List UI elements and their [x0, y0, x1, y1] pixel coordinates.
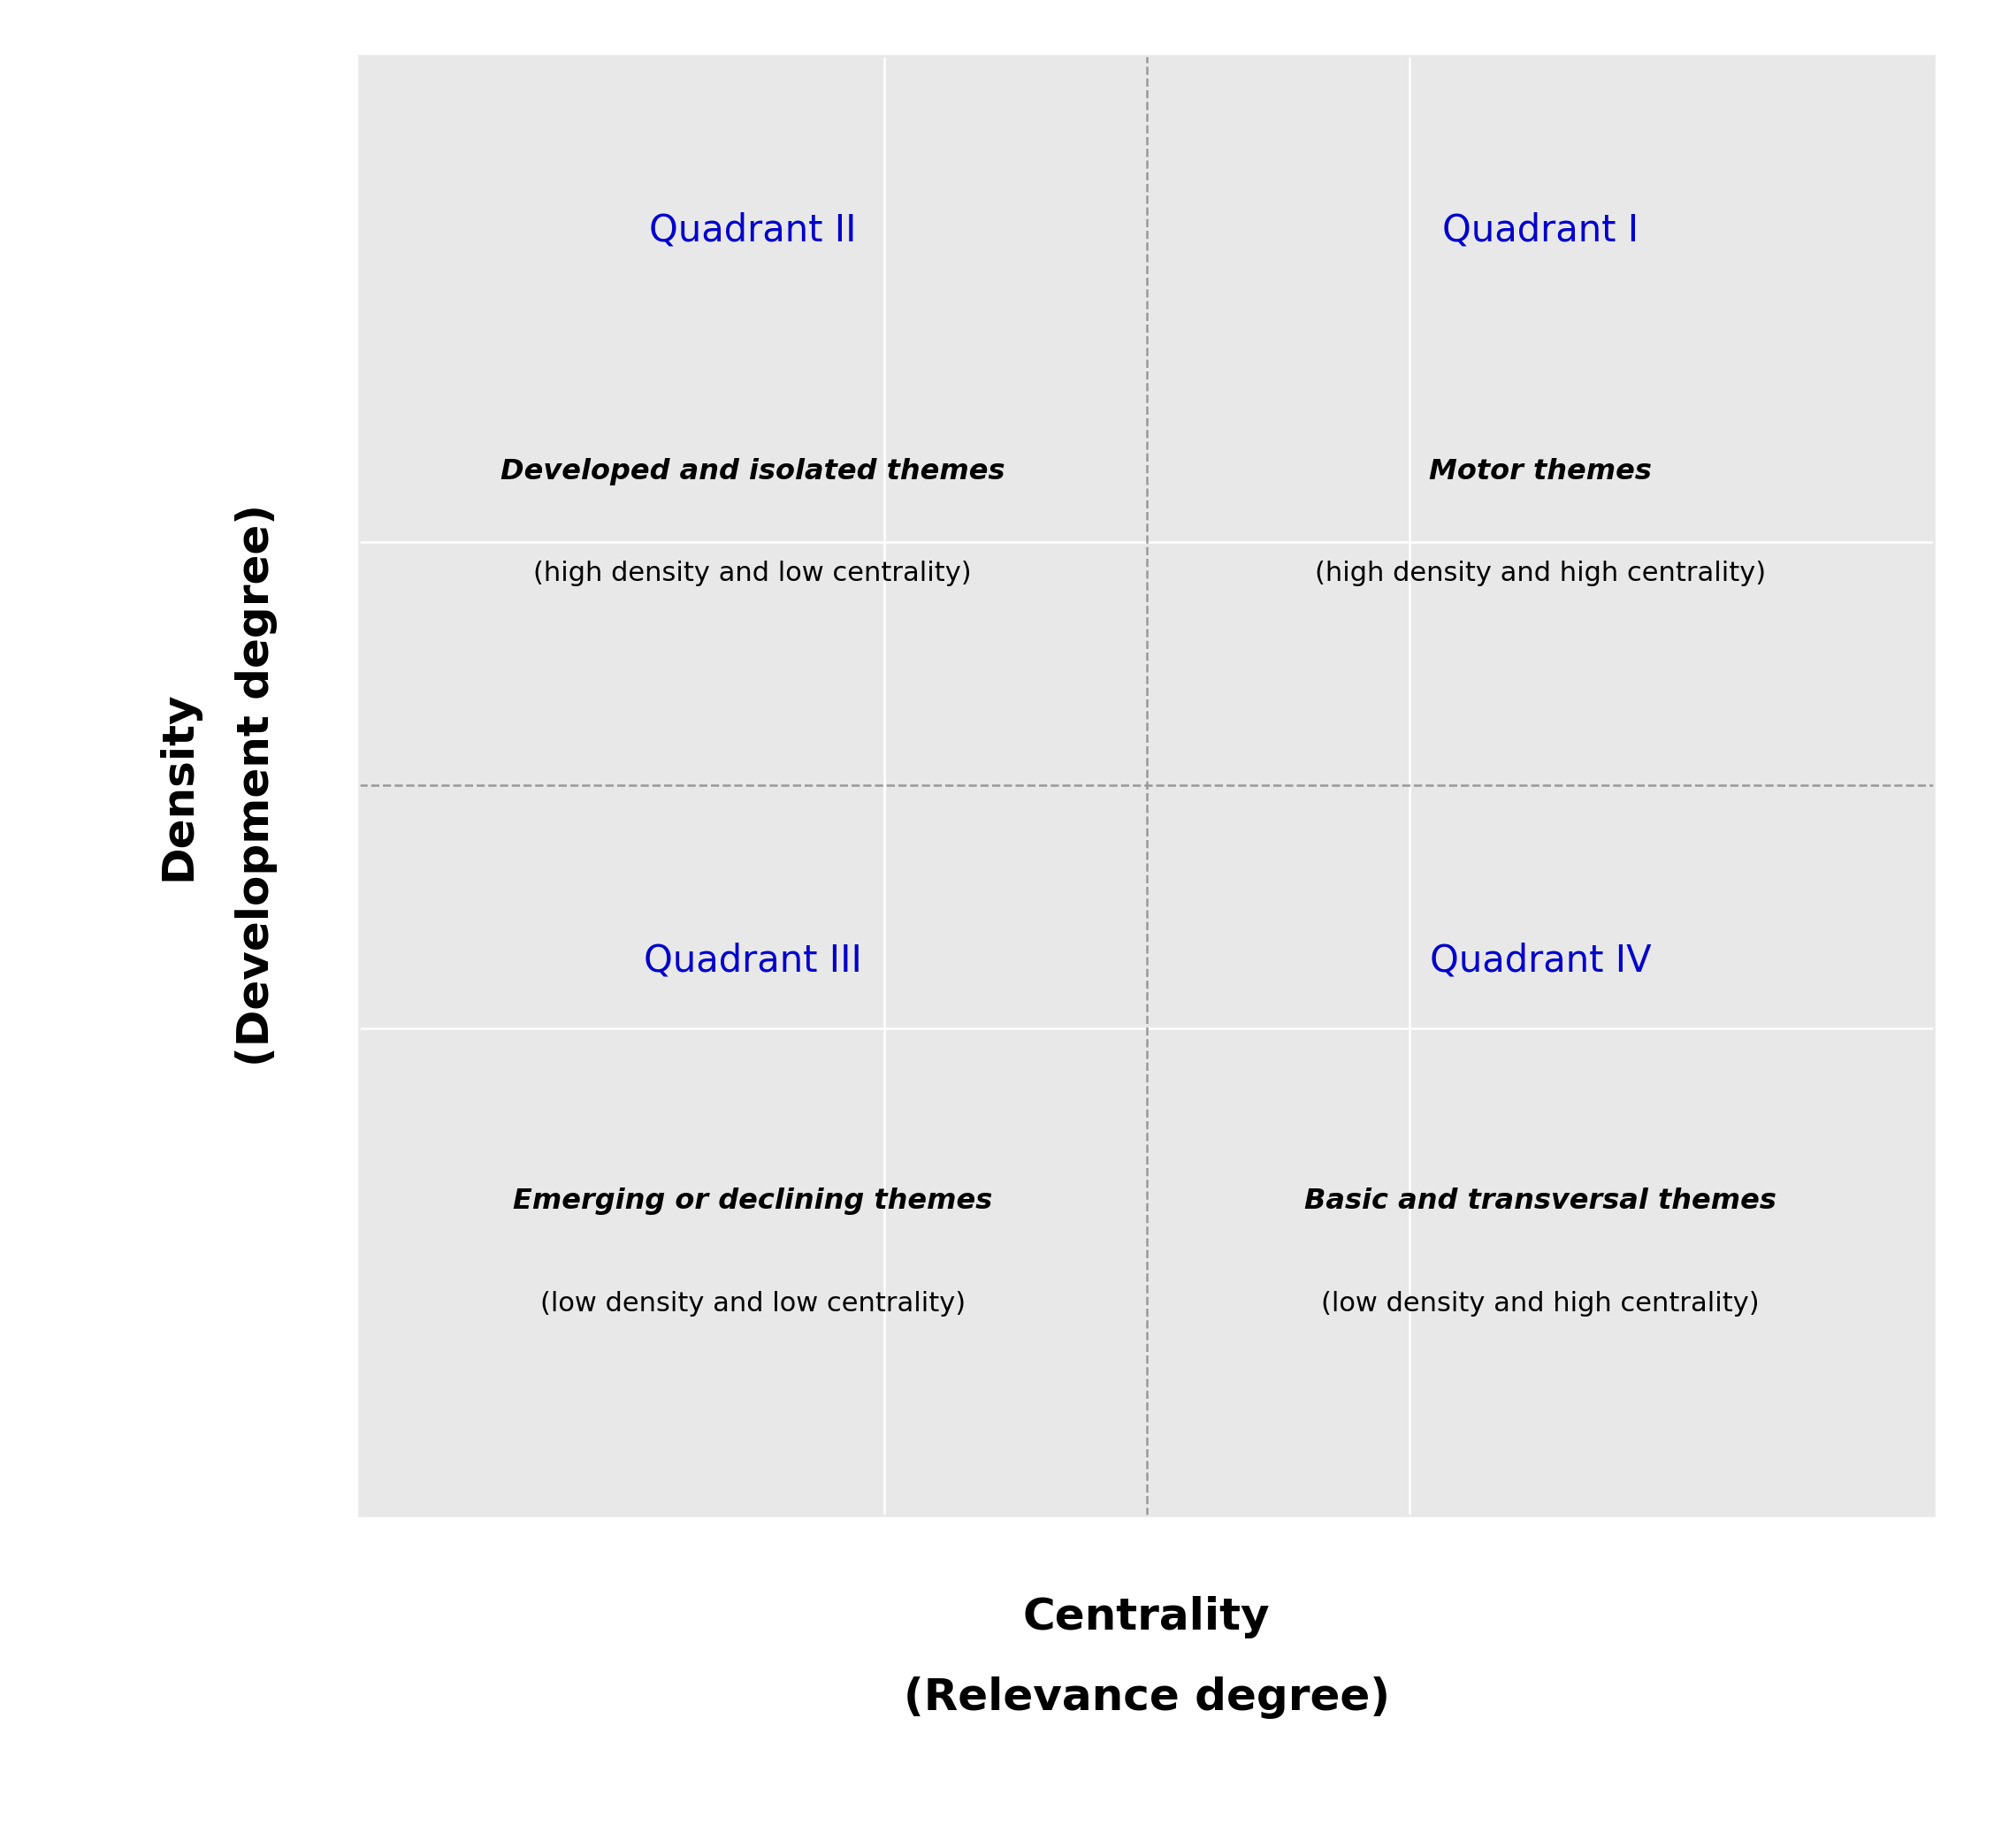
Text: (low density and low centrality): (low density and low centrality) [540, 1292, 965, 1316]
Text: (low density and high centrality): (low density and high centrality) [1322, 1292, 1759, 1316]
Text: Basic and transversal themes: Basic and transversal themes [1304, 1188, 1777, 1216]
Text: Emerging or declining themes: Emerging or declining themes [512, 1188, 993, 1216]
Text: Quadrant I: Quadrant I [1442, 213, 1639, 249]
Text: Developed and isolated themes: Developed and isolated themes [500, 458, 1005, 486]
Text: (Relevance degree): (Relevance degree) [903, 1676, 1390, 1719]
Text: Density: Density [158, 691, 199, 880]
Text: Quadrant II: Quadrant II [650, 213, 855, 249]
Text: Motor themes: Motor themes [1430, 458, 1651, 486]
Text: Centrality: Centrality [1023, 1597, 1270, 1639]
Text: (Development degree): (Development degree) [235, 505, 277, 1066]
Text: (high density and low centrality): (high density and low centrality) [534, 562, 971, 586]
Text: Quadrant III: Quadrant III [644, 942, 861, 979]
Text: (high density and high centrality): (high density and high centrality) [1314, 562, 1767, 586]
Text: Quadrant IV: Quadrant IV [1430, 942, 1651, 979]
